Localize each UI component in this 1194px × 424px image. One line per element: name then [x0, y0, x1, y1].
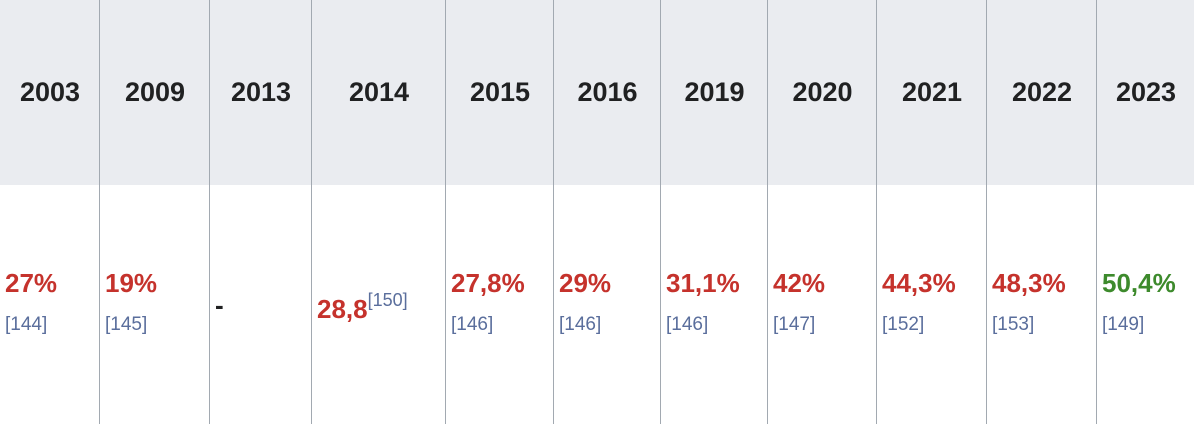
column: 2019 31,1% [146]	[660, 0, 768, 424]
header-cell: 2015	[446, 0, 554, 185]
reference: [150]	[367, 290, 408, 310]
column: 2016 29% [146]	[553, 0, 661, 424]
cell-value: 28,8[150]	[317, 290, 408, 325]
header-cell: 2014	[312, 0, 446, 185]
column: 2015 27,8% [146]	[445, 0, 554, 424]
column: 2014 28,8[150]	[311, 0, 446, 424]
header-cell: 2023	[1097, 0, 1194, 185]
column: 2013 -	[209, 0, 312, 424]
cell-value: 19%	[105, 268, 158, 298]
reference: [146]	[666, 314, 709, 335]
header-cell: 2019	[661, 0, 768, 185]
cell-value: 42%	[773, 268, 826, 298]
column: 2009 19% [145]	[99, 0, 210, 424]
cell-value: 27%	[5, 268, 58, 298]
reference: [149]	[1102, 314, 1145, 335]
header-cell: 2013	[210, 0, 312, 185]
header-cell: 2021	[877, 0, 987, 185]
header-cell: 2009	[100, 0, 210, 185]
reference: [144]	[5, 314, 48, 335]
cell-value: 48,3%	[992, 268, 1066, 298]
column: 2021 44,3% [152]	[876, 0, 987, 424]
header-cell: 2016	[554, 0, 661, 185]
column: 2023 50,4% [149]	[1096, 0, 1194, 424]
cell-value: 50,4%	[1102, 268, 1176, 298]
cell-value: 29%	[559, 268, 612, 298]
cell-value: 44,3%	[882, 268, 956, 298]
column: 2003 27% [144]	[0, 0, 100, 424]
cell-value: -	[215, 290, 224, 320]
reference: [152]	[882, 314, 925, 335]
column: 2022 48,3% [153]	[986, 0, 1097, 424]
cell-value: 27,8%	[451, 268, 525, 298]
value-text: 28,8	[317, 294, 368, 324]
reference: [146]	[451, 314, 494, 335]
header-cell: 2022	[987, 0, 1097, 185]
reference: [146]	[559, 314, 602, 335]
cell-value: 31,1%	[666, 268, 740, 298]
column: 2020 42% [147]	[767, 0, 877, 424]
reference: [145]	[105, 314, 148, 335]
reference: [147]	[773, 314, 816, 335]
reference: [153]	[992, 314, 1035, 335]
header-cell: 2003	[0, 0, 100, 185]
header-cell: 2020	[768, 0, 877, 185]
